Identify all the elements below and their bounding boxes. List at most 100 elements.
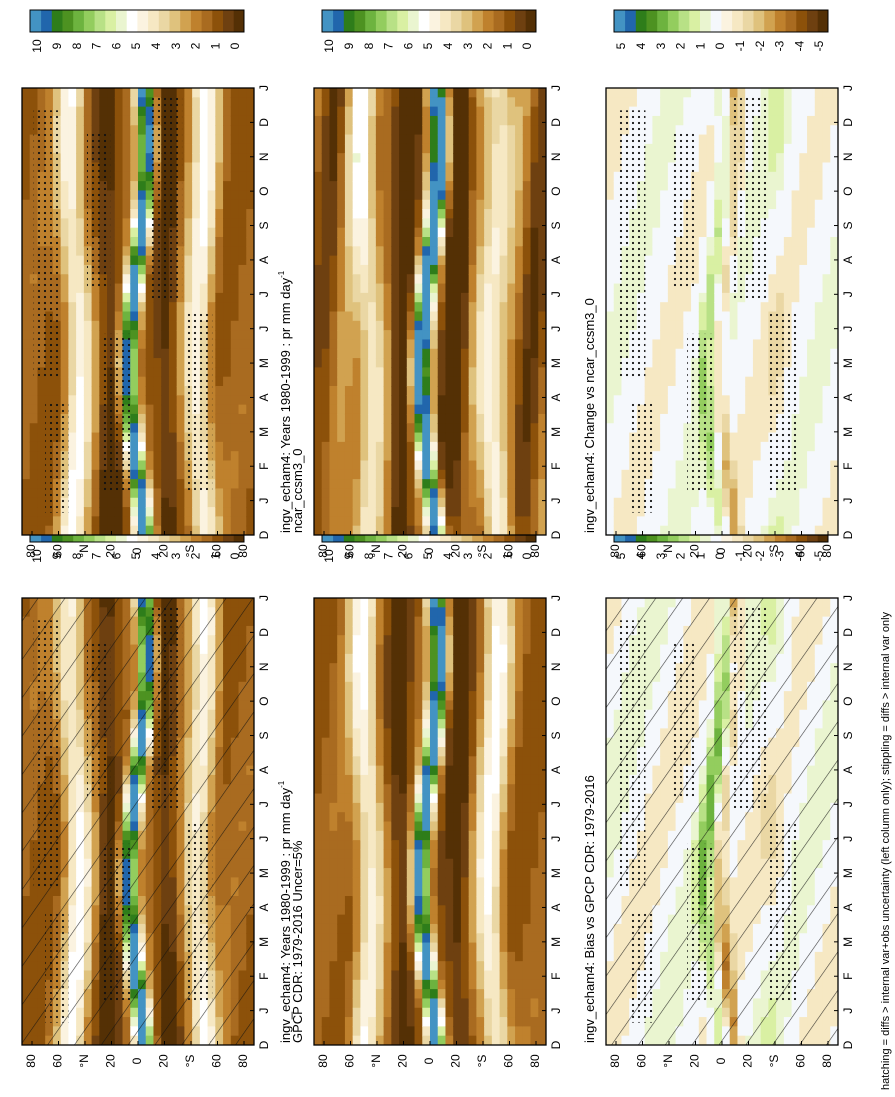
colorbar-swatch [386,10,398,32]
colorbar-swatch [614,10,626,32]
lat-tick-label: 80 [820,1054,834,1068]
lat-tick-label: 20 [741,544,755,558]
month-tick-label: J [841,801,855,807]
month-tick-label: A [257,766,271,774]
month-tick-label: J [549,1008,563,1014]
colorbar-label: -1 [733,40,747,51]
month-tick-label: J [549,801,563,807]
colorbar-swatch [688,10,700,32]
month-tick-label: J [549,595,563,601]
month-tick-label: J [257,85,271,91]
lat-tick-label: 80 [608,1054,622,1068]
colorbar-label: -5 [812,40,826,51]
lat-tick-label: °S [183,1055,197,1068]
colorbar-swatch [624,10,636,32]
colorbar-swatch [635,10,647,32]
month-tick-label: A [549,256,563,264]
month-tick-label: M [549,868,563,878]
month-tick-label: S [549,222,563,230]
month-tick-label: S [841,732,855,740]
colorbar-swatch [115,10,127,32]
colorbar-swatch [721,10,733,32]
colorbar-label: -5 [812,550,826,561]
month-tick-label: N [841,152,855,161]
month-tick-label: J [257,595,271,601]
colorbar-swatch [190,10,202,32]
month-tick-label: M [841,358,855,368]
colorbar-swatch [525,10,537,32]
month-tick-label: F [549,973,563,980]
lat-tick-label: 60 [51,1054,65,1068]
month-tick-label: J [841,291,855,297]
colorbar-label: 4 [441,552,455,559]
lat-tick-label: 60 [635,1054,649,1068]
colorbar-label: 1 [693,42,707,49]
lat-tick-label: 20 [449,544,463,558]
panel-title: GPCP CDR: 1979-2016 Uncer=5% [290,840,305,1043]
panel-title: ingv_echam4: Years 1980-1999 : pr mm day… [277,270,293,533]
lat-tick-label: 80 [316,544,330,558]
month-tick-label: M [257,868,271,878]
colorbar-label: 7 [90,42,104,49]
lat-tick-label: °N [661,544,675,557]
colorbar-swatch [656,10,668,32]
colorbar-label: 9 [50,552,64,559]
colorbar-swatch [482,10,494,32]
month-tick-label: J [257,1008,271,1014]
colorbar-swatch [450,10,462,32]
month-tick-label: J [841,498,855,504]
month-tick-label: J [841,836,855,842]
month-tick-label: J [549,291,563,297]
lat-tick-label: °S [183,545,197,558]
colorbar-swatch [211,10,223,32]
month-tick-label: J [257,326,271,332]
colorbar-swatch [147,10,159,32]
lat-tick-label: 60 [210,544,224,558]
colorbar-swatch [104,10,116,32]
colorbar: 5 4 3 2 1 0 -1 -2 -3 -4 -5 [613,9,829,51]
colorbar-swatch [83,10,95,32]
colorbar-label: 0 [228,552,242,559]
month-tick-label: J [549,326,563,332]
month-tick-label: M [841,427,855,437]
panel-title-superscript: -1 [277,270,286,278]
lat-tick-label: 80 [316,1054,330,1068]
colorbar-label: 7 [90,552,104,559]
month-tick-label: J [549,836,563,842]
panel-title: ingv_echam4: Change vs ncar_ccsm3_0 [582,298,597,533]
lat-tick-label: °N [661,1054,675,1067]
month-tick-label: D [549,628,563,637]
month-tick-label: A [841,256,855,264]
panel-title: ingv_echam4: Years 1980-1999 : pr mm day… [277,780,293,1043]
colorbar-swatch [179,10,191,32]
colorbar-label: 5 [421,552,435,559]
colorbar-swatch [742,10,754,32]
colorbar-swatch [763,10,775,32]
colorbar-swatch [396,10,408,32]
colorbar-label: 10 [30,39,44,53]
colorbar-swatch [51,10,63,32]
month-tick-label: F [841,973,855,980]
lat-tick-label: °S [767,545,781,558]
colorbar-swatch [699,10,711,32]
colorbar-swatch [774,10,786,32]
colorbar-label: 7 [382,42,396,49]
month-tick-label: F [841,463,855,470]
panel-title-superscript: -1 [277,780,286,788]
month-tick-label: M [841,868,855,878]
lat-tick-label: 20 [688,1054,702,1068]
colorbar-label: 8 [70,552,84,559]
lat-tick-label: 80 [820,544,834,558]
lat-tick-label: 20 [104,544,118,558]
colorbar-label: 4 [441,42,455,49]
lat-tick-label: 80 [528,544,542,558]
lat-tick-label: °S [767,1055,781,1068]
colorbar-label: 0 [713,42,727,49]
colorbar-label: 6 [109,42,123,49]
month-tick-label: S [841,222,855,230]
month-tick-label: M [549,358,563,368]
month-tick-label: M [841,937,855,947]
